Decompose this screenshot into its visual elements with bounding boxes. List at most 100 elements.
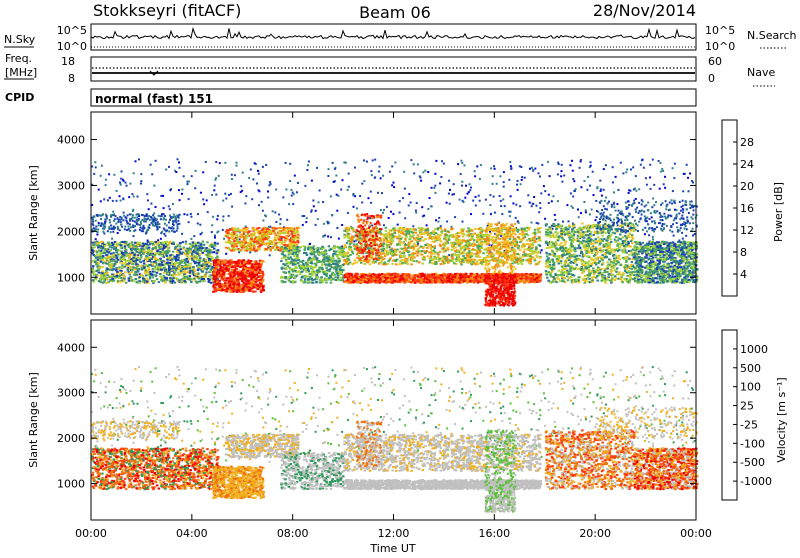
power-cell <box>109 269 112 271</box>
power-cell <box>175 217 177 219</box>
power-cell <box>169 189 171 191</box>
power-cell <box>258 204 260 206</box>
power-cell <box>628 204 630 206</box>
power-cell <box>604 208 606 210</box>
power-cell <box>517 189 519 191</box>
power-cell <box>147 229 149 231</box>
power-cell <box>237 227 240 229</box>
power-cell <box>309 273 312 275</box>
power-cell <box>284 227 287 229</box>
power-cell <box>256 238 259 240</box>
power-cell <box>207 253 210 255</box>
power-cell <box>202 241 205 243</box>
power-cell <box>472 200 474 202</box>
power-cell <box>599 180 601 182</box>
power-cell <box>233 228 236 230</box>
power-cell <box>476 165 478 167</box>
power-cell <box>280 218 282 220</box>
power-cell <box>98 272 101 274</box>
power-cell <box>239 264 242 266</box>
power-cell <box>529 202 531 204</box>
power-cell <box>149 277 152 279</box>
power-cell <box>160 238 162 240</box>
power-cell <box>453 183 455 185</box>
power-cell <box>153 185 155 187</box>
power-cell <box>196 258 199 260</box>
power-cell <box>147 265 150 267</box>
power-cell <box>96 234 98 236</box>
power-cell <box>404 188 406 190</box>
power-cell <box>117 280 120 282</box>
power-cell <box>241 190 243 192</box>
power-cell <box>278 214 280 216</box>
power-cell <box>217 288 220 290</box>
power-cell <box>179 167 181 169</box>
power-cell <box>102 231 104 233</box>
power-cell <box>146 281 149 283</box>
power-cell <box>296 257 299 259</box>
power-cell <box>178 223 180 225</box>
power-cell <box>289 246 292 248</box>
power-cell <box>214 185 216 187</box>
power-cell <box>175 274 178 276</box>
power-cell <box>399 200 401 202</box>
power-cell <box>649 177 651 179</box>
power-cell <box>199 257 202 259</box>
power-cell <box>208 258 211 260</box>
power-cell <box>157 259 160 261</box>
power-cell <box>234 273 237 275</box>
power-cell <box>328 265 331 267</box>
power-cell <box>202 198 204 200</box>
power-cell <box>96 275 99 277</box>
power-cell <box>538 211 540 213</box>
power-cell <box>314 271 317 273</box>
power-cell <box>257 236 260 238</box>
power-cell <box>231 235 234 237</box>
power-cell <box>275 189 277 191</box>
power-cell <box>508 179 510 181</box>
power-cell <box>177 158 179 160</box>
power-cell <box>292 264 295 266</box>
power-cell <box>104 248 107 250</box>
power-cell <box>692 214 694 216</box>
power-cell <box>318 267 321 269</box>
power-cell <box>527 194 529 196</box>
power-cell <box>224 268 227 270</box>
power-cell <box>422 171 424 173</box>
power-cell <box>285 162 287 164</box>
power-cell <box>492 183 494 185</box>
power-cell <box>197 213 199 215</box>
power-cell <box>253 241 256 243</box>
power-cell <box>190 238 192 240</box>
power-cell <box>251 273 254 275</box>
power-cell <box>166 244 169 246</box>
power-cell <box>346 242 348 244</box>
power-cell <box>279 241 282 243</box>
power-cell <box>269 181 271 183</box>
power-cell <box>108 259 111 261</box>
power-cell <box>509 215 511 217</box>
power-cell <box>150 164 152 166</box>
power-cell <box>234 270 237 272</box>
power-cell <box>345 162 347 164</box>
power-cell <box>228 285 231 287</box>
power-cell <box>116 275 119 277</box>
power-cell <box>262 166 264 168</box>
power-cell <box>152 223 154 225</box>
power-cell <box>113 220 115 222</box>
power-cell <box>605 197 607 199</box>
power-cell <box>168 231 170 233</box>
power-cell <box>644 233 646 235</box>
power-cell <box>309 276 312 278</box>
power-cell <box>201 265 204 267</box>
power-cell <box>650 188 652 190</box>
power-cell <box>163 247 166 249</box>
power-cell <box>635 198 637 200</box>
power-cell <box>334 274 337 276</box>
power-cell <box>157 239 159 241</box>
power-cell <box>304 249 307 251</box>
power-cell <box>96 242 99 244</box>
power-cell <box>692 182 694 184</box>
power-cell <box>215 161 217 163</box>
power-cell <box>122 219 124 221</box>
